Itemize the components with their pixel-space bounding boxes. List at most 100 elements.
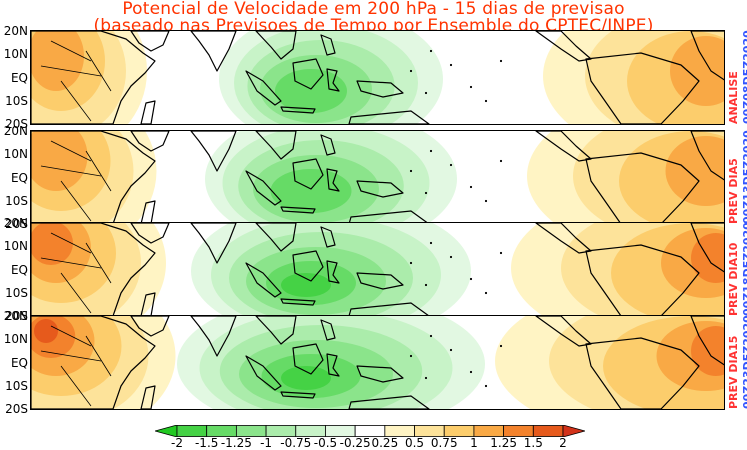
country-border xyxy=(40,165,102,177)
country-border xyxy=(50,325,92,347)
coastline xyxy=(140,100,156,124)
coastline xyxy=(190,31,237,72)
y-axis-label: 10N xyxy=(3,239,28,254)
coastline xyxy=(130,316,170,337)
colorbar-box xyxy=(414,425,445,437)
coastline xyxy=(280,391,316,399)
colorbar xyxy=(155,425,585,437)
coastline xyxy=(31,131,156,224)
island xyxy=(409,354,413,358)
island xyxy=(449,163,453,167)
positive-contour xyxy=(31,31,84,91)
colorbar-box xyxy=(532,425,564,437)
coastline xyxy=(356,80,404,98)
island xyxy=(429,49,433,53)
coastline xyxy=(130,31,170,52)
coastline xyxy=(190,316,237,357)
coastline xyxy=(356,180,404,198)
negative-contour xyxy=(281,366,331,390)
colorbar-box xyxy=(295,425,326,437)
colorbar-box xyxy=(354,425,386,437)
country-border xyxy=(40,257,102,269)
coastline xyxy=(130,223,170,244)
country-border xyxy=(85,335,112,377)
colorbar-box xyxy=(325,425,356,437)
country-border xyxy=(50,140,92,162)
positive-contour xyxy=(31,223,73,265)
map-title: Potencial de Velocidade em 200 hPa - 15 … xyxy=(122,0,625,19)
island xyxy=(409,169,413,173)
coastline xyxy=(292,58,324,90)
coastline xyxy=(690,316,724,366)
coastline xyxy=(255,31,297,60)
panel-date-label: 00Z13DEZ2020 xyxy=(741,130,747,224)
y-axis-label: 10S xyxy=(5,378,28,393)
colorbar-tick-label: -1.25 xyxy=(220,436,252,450)
coastline xyxy=(326,353,340,377)
panel-type-label: PREV DIA10 xyxy=(727,242,740,316)
coastline xyxy=(690,131,724,181)
colorbar-tick-label: 1 xyxy=(470,436,478,450)
colorbar-tick-label: -0.5 xyxy=(313,436,338,450)
panel-date-label: 00Z08DEZ2020 xyxy=(741,30,747,124)
island xyxy=(424,91,428,95)
map-panel xyxy=(30,222,725,317)
y-axis-label: 20N xyxy=(3,24,28,38)
coastline xyxy=(140,292,156,316)
coastline xyxy=(585,244,700,316)
panel-date-label: 00Z18DEZ2020 xyxy=(741,222,747,316)
coastline xyxy=(585,152,700,224)
y-axis-label: 10S xyxy=(5,193,28,208)
y-axis-label: 20S xyxy=(5,402,28,416)
colorbar-tick-label: 1.25 xyxy=(490,436,517,450)
country-border xyxy=(60,365,92,407)
coastline xyxy=(190,223,237,264)
coastline xyxy=(245,70,282,106)
coastline xyxy=(356,365,404,383)
colorbar-tick-label: 0.5 xyxy=(404,436,425,450)
map-panel xyxy=(30,30,725,125)
negative-contour xyxy=(270,169,352,213)
coastline xyxy=(690,31,724,81)
colorbar-tick-label: -2 xyxy=(171,436,183,450)
country-border xyxy=(60,272,92,314)
y-axis-label: 10S xyxy=(5,93,28,108)
coastline xyxy=(690,223,724,273)
velocity-potential-field xyxy=(31,316,724,409)
negative-contour xyxy=(275,69,347,113)
positive-contour xyxy=(31,131,88,191)
coastline xyxy=(320,319,336,341)
country-border xyxy=(85,150,112,192)
island xyxy=(424,376,428,380)
country-border xyxy=(60,180,92,222)
coastline xyxy=(31,316,156,409)
panel-type-label: ANALISE xyxy=(727,71,740,124)
island xyxy=(484,199,488,203)
velocity-potential-field xyxy=(31,31,724,124)
island xyxy=(449,63,453,67)
negative-contour xyxy=(281,273,331,297)
panel-type-label: PREV DIA15 xyxy=(727,335,740,409)
colorbar-arrow xyxy=(562,425,585,437)
colorbar-tick-label: 0.75 xyxy=(430,436,458,450)
island xyxy=(449,348,453,352)
coastline xyxy=(255,131,297,160)
coastline xyxy=(140,385,156,409)
coastline xyxy=(280,106,316,114)
coastline xyxy=(190,131,237,172)
island xyxy=(409,69,413,73)
coastline xyxy=(326,68,340,92)
country-border xyxy=(60,80,92,122)
y-axis-label: EQ xyxy=(10,355,28,370)
y-axis-label: 20S xyxy=(5,309,28,323)
y-axis-label: 10N xyxy=(3,332,28,347)
coastline xyxy=(348,210,430,224)
coastline xyxy=(255,316,297,345)
colorbar-tick-label: -1.5 xyxy=(194,436,219,450)
country-border xyxy=(50,40,92,62)
colorbar-tick-label: -0.75 xyxy=(280,436,312,450)
island xyxy=(449,255,453,259)
colorbar-box xyxy=(176,425,208,437)
colorbar-tick-label: 2 xyxy=(559,436,567,450)
